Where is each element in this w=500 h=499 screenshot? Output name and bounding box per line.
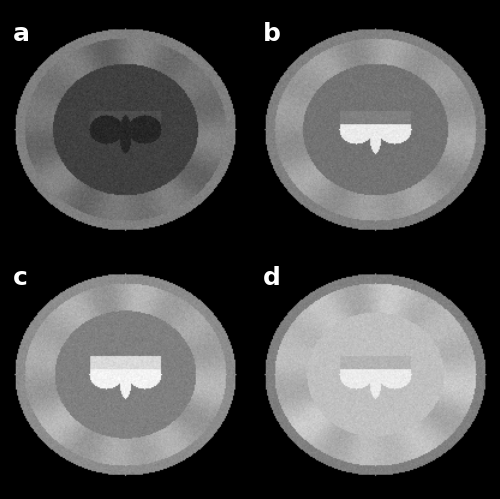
- Text: c: c: [12, 266, 28, 290]
- Text: d: d: [262, 266, 280, 290]
- Text: b: b: [262, 22, 280, 46]
- Text: a: a: [12, 22, 29, 46]
